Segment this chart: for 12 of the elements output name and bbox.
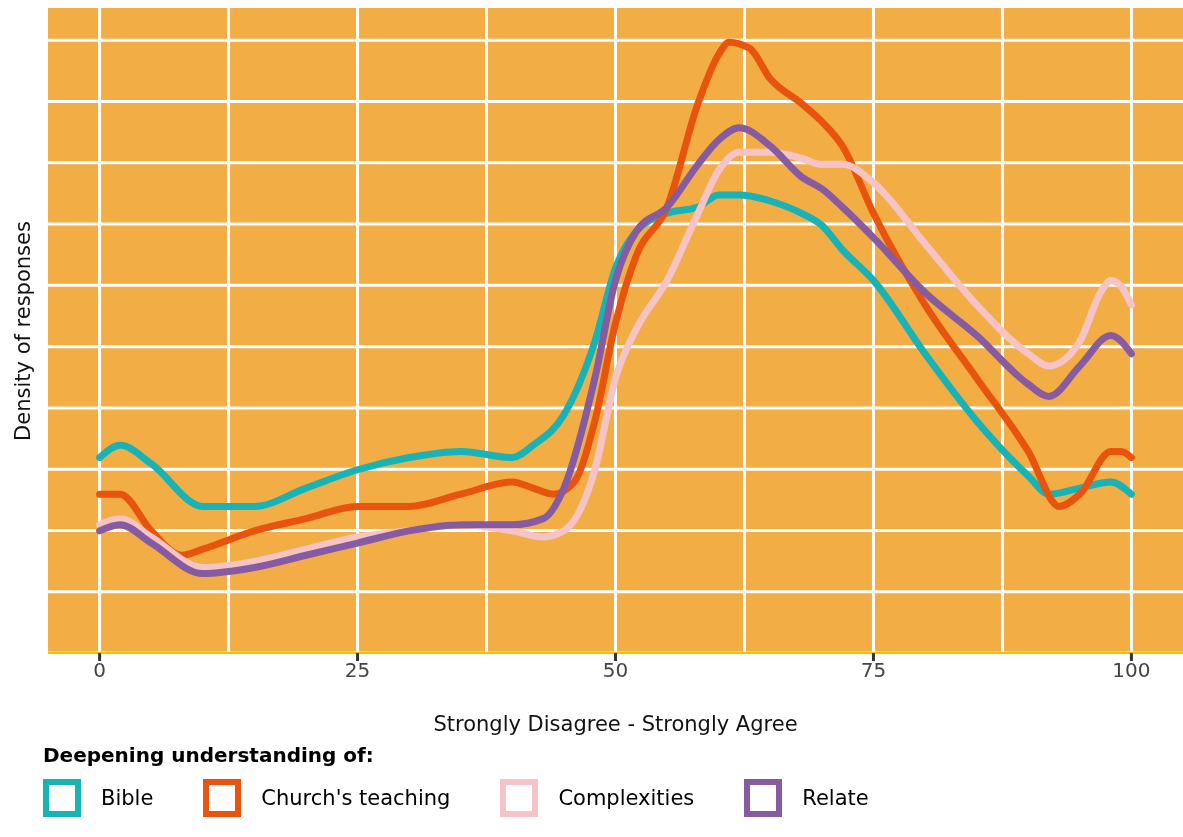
x-tick-label: 100 [1112,658,1151,683]
x-tick-label: 25 [344,658,371,683]
legend-label: Relate [802,786,869,810]
legend-label: Bible [101,786,154,810]
legend-label: Complexities [558,786,695,810]
y-axis-title: Density of responses [11,220,36,441]
x-tick-label: 75 [860,658,887,683]
x-tick-label: 0 [93,658,106,683]
legend-label: Church's teaching [261,786,451,810]
legend-title: Deepening understanding of: [43,743,375,767]
x-axis-title: Strongly Disagree - Strongly Agree [433,712,798,736]
x-tick-label: 50 [602,658,629,683]
